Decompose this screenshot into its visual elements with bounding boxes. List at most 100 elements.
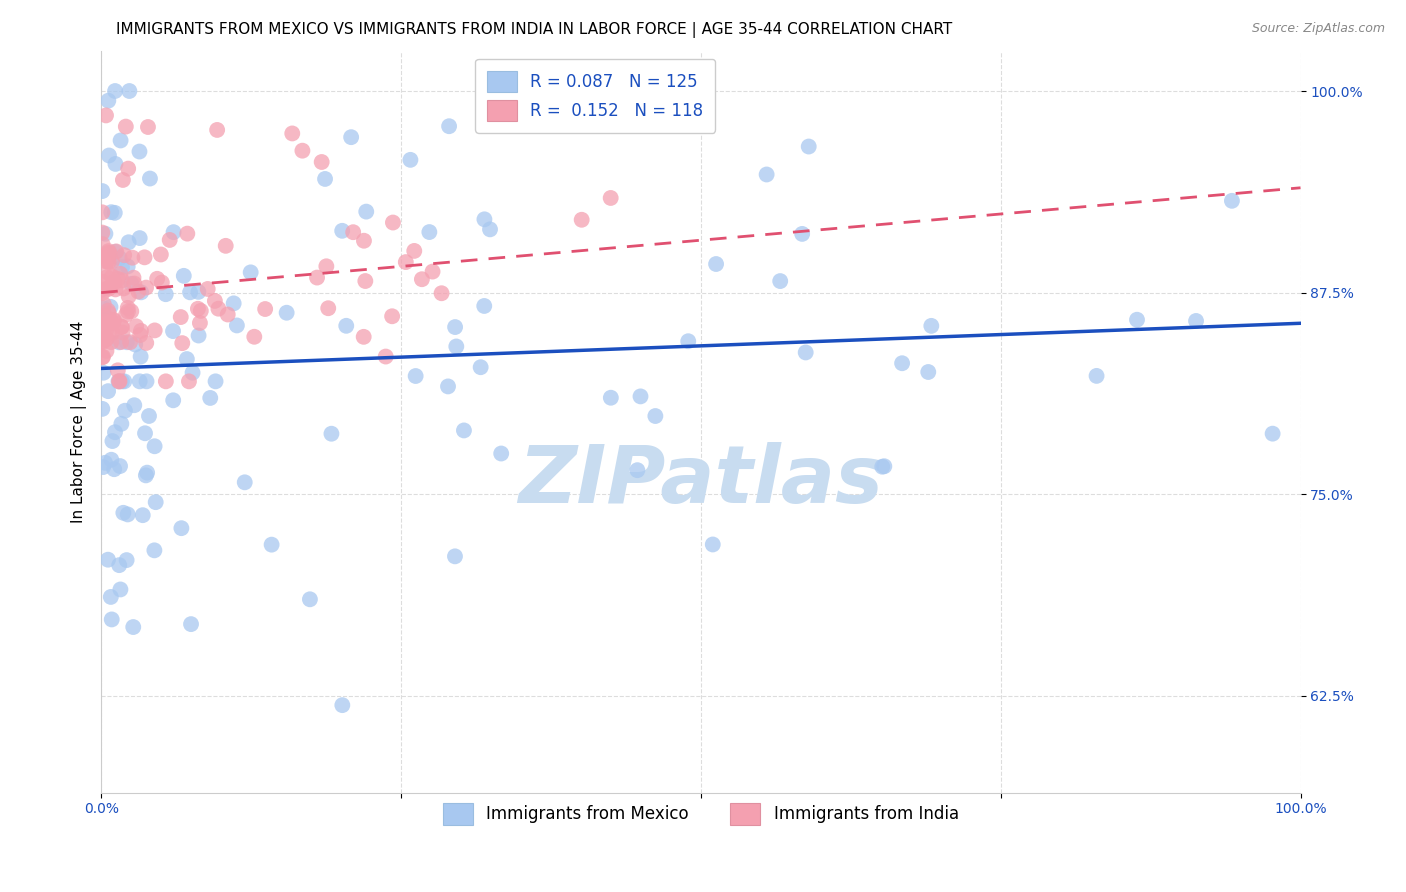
Point xyxy=(381,215,404,229)
Point xyxy=(626,463,648,477)
Point xyxy=(321,426,343,441)
Point xyxy=(225,318,247,333)
Point xyxy=(91,237,114,252)
Point xyxy=(96,332,118,346)
Point xyxy=(111,173,134,187)
Point xyxy=(143,543,166,558)
Point xyxy=(110,582,132,597)
Point xyxy=(200,391,222,405)
Point xyxy=(599,391,621,405)
Point xyxy=(118,84,141,98)
Point xyxy=(121,251,143,265)
Point xyxy=(1185,314,1208,328)
Point xyxy=(111,260,134,275)
Point xyxy=(197,282,219,296)
Point xyxy=(571,212,593,227)
Point xyxy=(97,282,120,296)
Point xyxy=(177,375,200,389)
Point xyxy=(702,537,724,551)
Point xyxy=(215,239,238,253)
Point xyxy=(114,120,136,134)
Point xyxy=(204,375,226,389)
Point xyxy=(104,282,127,296)
Point xyxy=(94,310,117,324)
Point xyxy=(281,127,304,141)
Point xyxy=(176,227,198,241)
Point xyxy=(792,227,814,241)
Text: ZIPatlas: ZIPatlas xyxy=(519,442,883,520)
Point xyxy=(870,459,893,474)
Point xyxy=(444,549,467,564)
Point xyxy=(430,286,453,301)
Point xyxy=(489,446,512,460)
Point xyxy=(794,345,817,359)
Point xyxy=(374,350,396,364)
Point xyxy=(91,460,114,475)
Point xyxy=(233,475,256,490)
Point xyxy=(190,304,212,318)
Point xyxy=(917,365,939,379)
Point xyxy=(118,289,141,303)
Point xyxy=(134,426,156,441)
Point xyxy=(644,409,666,423)
Point xyxy=(91,226,114,240)
Point xyxy=(187,301,209,316)
Point xyxy=(111,320,134,334)
Point xyxy=(176,352,198,367)
Point xyxy=(97,384,120,399)
Point xyxy=(101,326,124,340)
Point xyxy=(100,612,122,626)
Point xyxy=(630,389,652,403)
Point xyxy=(98,326,121,340)
Point xyxy=(354,274,377,288)
Point xyxy=(353,330,375,344)
Point xyxy=(305,270,328,285)
Point xyxy=(111,375,134,389)
Point xyxy=(117,508,139,522)
Point xyxy=(129,350,152,364)
Point xyxy=(132,508,155,523)
Point xyxy=(453,424,475,438)
Point xyxy=(91,334,114,348)
Point xyxy=(135,468,157,483)
Point xyxy=(162,393,184,408)
Point xyxy=(1220,194,1243,208)
Point xyxy=(107,272,129,286)
Point xyxy=(474,212,496,227)
Point xyxy=(399,153,422,167)
Point xyxy=(91,283,114,297)
Point xyxy=(94,227,117,241)
Point xyxy=(444,320,467,334)
Point xyxy=(136,466,159,480)
Point xyxy=(873,459,896,474)
Point xyxy=(120,304,142,318)
Point xyxy=(96,265,118,279)
Point xyxy=(335,318,357,333)
Point xyxy=(314,172,336,186)
Point xyxy=(104,84,127,98)
Point xyxy=(330,698,353,713)
Point xyxy=(96,343,118,358)
Point xyxy=(97,552,120,566)
Point xyxy=(100,300,122,314)
Point xyxy=(135,335,157,350)
Point xyxy=(117,235,139,250)
Point xyxy=(117,260,139,274)
Point xyxy=(128,375,150,389)
Point xyxy=(180,617,202,632)
Point xyxy=(111,319,134,334)
Point xyxy=(353,234,375,248)
Point xyxy=(311,155,333,169)
Point xyxy=(96,315,118,329)
Point xyxy=(222,296,245,310)
Point xyxy=(111,273,134,287)
Point xyxy=(599,191,621,205)
Text: IMMIGRANTS FROM MEXICO VS IMMIGRANTS FROM INDIA IN LABOR FORCE | AGE 35-44 CORRE: IMMIGRANTS FROM MEXICO VS IMMIGRANTS FRO… xyxy=(117,22,952,38)
Point xyxy=(117,304,139,318)
Point xyxy=(404,244,426,258)
Point xyxy=(101,316,124,330)
Point xyxy=(115,335,138,350)
Point xyxy=(145,495,167,509)
Point xyxy=(479,222,502,236)
Point xyxy=(110,417,132,431)
